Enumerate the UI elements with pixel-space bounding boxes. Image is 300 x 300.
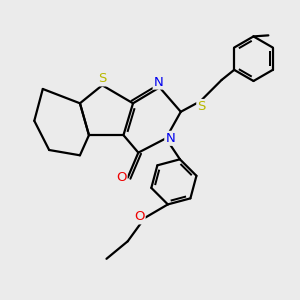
Text: N: N [154,76,164,88]
Text: N: N [165,132,175,145]
Text: O: O [134,210,145,224]
Text: S: S [98,72,106,86]
Text: S: S [197,100,206,113]
Text: O: O [116,171,127,184]
